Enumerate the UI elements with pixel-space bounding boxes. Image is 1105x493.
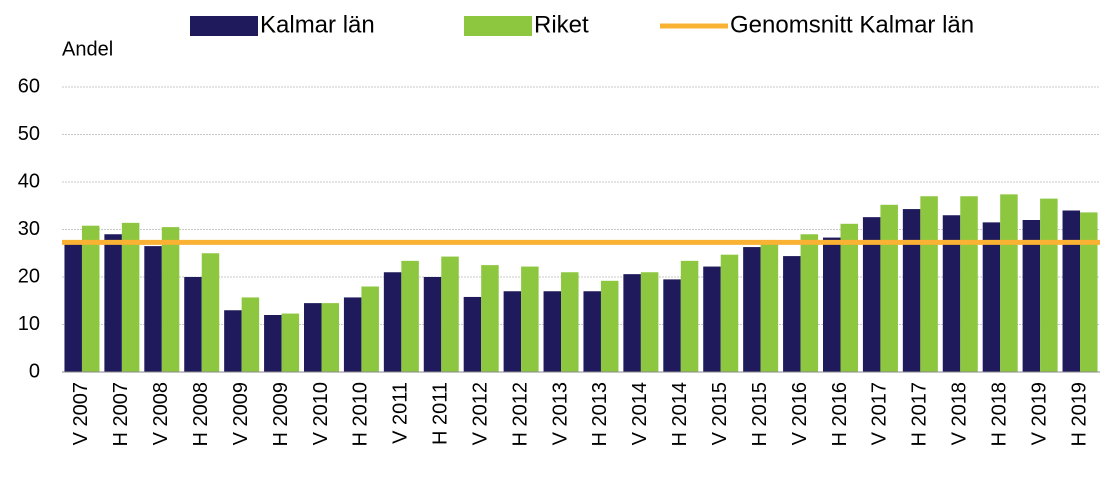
x-tick-label: V 2012 xyxy=(469,382,491,445)
bar xyxy=(321,303,339,372)
bar xyxy=(481,265,499,372)
bar xyxy=(503,291,522,372)
bar xyxy=(680,260,699,372)
bar xyxy=(144,246,162,372)
x-tick-label: H 2019 xyxy=(1068,382,1090,447)
bar xyxy=(361,286,379,372)
bar xyxy=(201,253,220,372)
x-tick-label: H 2016 xyxy=(829,382,851,447)
x-tick-label: V 2013 xyxy=(549,382,571,445)
y-axis-label: Andel xyxy=(62,38,113,60)
x-tick-label: V 2015 xyxy=(709,382,731,445)
x-tick-label: H 2007 xyxy=(110,382,132,447)
x-tick-label: H 2018 xyxy=(988,382,1010,447)
y-tick-label: 30 xyxy=(18,218,40,240)
bar xyxy=(161,227,180,372)
bar xyxy=(184,277,202,372)
x-tick-label: V 2016 xyxy=(789,382,811,445)
x-tick-label: H 2010 xyxy=(350,382,372,447)
x-tick-label: V 2007 xyxy=(70,382,92,445)
legend-swatch xyxy=(464,16,532,36)
legend-label: Genomsnitt Kalmar län xyxy=(730,11,974,38)
x-tick-label: V 2011 xyxy=(390,382,412,444)
bar xyxy=(823,237,841,372)
bar xyxy=(1080,212,1098,372)
y-tick-label: 10 xyxy=(18,313,40,335)
bar xyxy=(862,217,881,372)
bar xyxy=(281,313,300,372)
bar xyxy=(224,310,242,372)
bar xyxy=(640,272,659,372)
bar xyxy=(880,204,898,372)
bar xyxy=(760,239,779,372)
bar xyxy=(121,222,140,372)
bar xyxy=(840,223,858,372)
bar xyxy=(703,266,721,372)
x-tick-label: H 2012 xyxy=(509,382,531,447)
y-tick-label: 40 xyxy=(18,170,40,192)
bar xyxy=(561,272,579,372)
bar xyxy=(600,280,619,372)
bar xyxy=(1062,210,1081,372)
bar xyxy=(1022,220,1041,372)
x-tick-label: H 2014 xyxy=(669,382,691,447)
legend-swatch xyxy=(190,16,258,36)
bar xyxy=(783,256,801,372)
x-tick-label: V 2008 xyxy=(150,382,172,445)
bar xyxy=(1000,194,1018,372)
x-tick-label: H 2009 xyxy=(270,382,292,447)
x-tick-label: H 2013 xyxy=(589,382,611,447)
bar xyxy=(583,291,601,372)
bar xyxy=(264,315,282,372)
legend-label: Riket xyxy=(534,11,589,38)
x-tick-label: V 2010 xyxy=(310,382,332,445)
x-tick-label: H 2008 xyxy=(190,382,212,447)
bar xyxy=(743,247,761,372)
bar xyxy=(1040,198,1058,372)
bar xyxy=(304,303,322,372)
y-tick-label: 60 xyxy=(18,75,40,97)
bar xyxy=(521,266,539,372)
bar xyxy=(423,277,442,372)
bar xyxy=(800,234,819,372)
legend-label: Kalmar län xyxy=(260,11,375,38)
bar xyxy=(441,256,459,372)
bar xyxy=(720,254,739,372)
x-tick-label: H 2015 xyxy=(749,382,771,447)
x-tick-label: H 2017 xyxy=(909,382,931,447)
x-tick-label: V 2014 xyxy=(629,382,651,445)
x-tick-label: H 2011 xyxy=(430,382,452,445)
bar xyxy=(343,297,362,372)
bar xyxy=(401,260,419,372)
bar xyxy=(241,297,260,372)
bar xyxy=(543,291,562,372)
x-tick-label: V 2017 xyxy=(869,382,891,445)
x-tick-label: V 2019 xyxy=(1028,382,1050,445)
x-tick-label: V 2009 xyxy=(230,382,252,445)
bar xyxy=(81,225,100,372)
bar xyxy=(623,274,641,372)
y-tick-label: 20 xyxy=(18,265,40,287)
bar xyxy=(663,279,681,372)
bar xyxy=(902,209,921,372)
bar xyxy=(942,215,961,372)
bar xyxy=(104,234,122,372)
bar xyxy=(383,272,402,372)
y-tick-label: 50 xyxy=(18,123,40,145)
bar xyxy=(64,241,82,372)
bar xyxy=(920,196,938,372)
bar xyxy=(960,196,978,372)
bar xyxy=(463,296,482,372)
y-tick-label: 0 xyxy=(29,360,40,382)
x-tick-label: V 2018 xyxy=(949,382,971,445)
bar xyxy=(982,222,1001,372)
